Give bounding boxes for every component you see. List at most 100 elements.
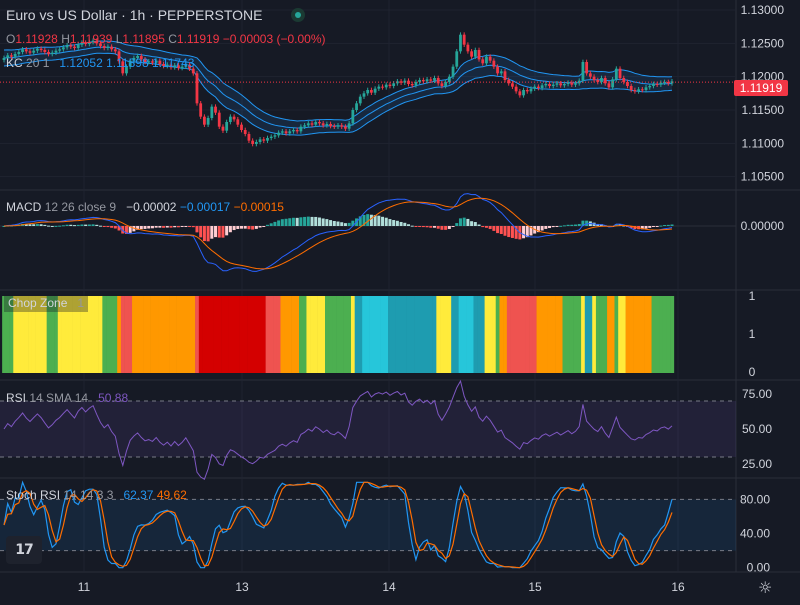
chop-zone-bar [54, 296, 59, 373]
macd-histogram-bar [343, 223, 347, 226]
candle-body [269, 136, 273, 138]
stoch-axis-label: 0.00 [747, 561, 771, 575]
macd-histogram-bar [232, 226, 236, 231]
macd-histogram-bar [347, 222, 351, 226]
candle-body [61, 47, 65, 50]
candle-body [21, 49, 24, 52]
rsi-legend[interactable]: RSI 14 SMA 14 50.88 [6, 391, 128, 405]
chop-zone-bar [451, 296, 456, 373]
candle-body [344, 126, 347, 129]
macd-histogram-bar [106, 226, 110, 228]
candle-body [39, 48, 43, 50]
macd-histogram-bar [492, 226, 496, 231]
candle-body [574, 83, 577, 85]
candle-body [570, 82, 574, 85]
candle-body [499, 71, 503, 74]
chop-zone-bar [503, 296, 508, 373]
chop-zone-bar [373, 296, 378, 373]
candle-body [614, 68, 618, 80]
chop-zone-bar [391, 296, 396, 373]
chop-zone-bar [610, 296, 615, 373]
chop-zone-bar [172, 296, 177, 373]
macd-histogram-bar [488, 226, 492, 230]
macd-histogram-bar [551, 226, 555, 228]
chop-zone-legend[interactable]: Chop Zone 1 [4, 294, 89, 312]
kc-middle-value: 1.11898 [106, 56, 149, 70]
chop-zone-bar [588, 296, 593, 373]
candle-body [151, 61, 154, 63]
macd-histogram-bar [165, 226, 169, 228]
macd-histogram-bar [73, 225, 77, 227]
chop-zone-bar [380, 296, 385, 373]
candle-body [102, 46, 106, 48]
macd-histogram-bar [466, 218, 470, 226]
symbol-title[interactable]: Euro vs US Dollar · 1h · PEPPERSTONE [6, 7, 263, 23]
macd-histogram-bar [102, 226, 106, 227]
macd-histogram-bar [139, 226, 143, 230]
candle-body [366, 90, 370, 94]
candle-body [421, 80, 425, 82]
macd-histogram-bar [273, 221, 277, 226]
candle-body [236, 119, 240, 125]
candle-body [336, 125, 340, 127]
candle-body [585, 62, 589, 74]
tradingview-logo[interactable]: 17 [6, 536, 42, 564]
macd-histogram-bar [35, 224, 39, 226]
chop-zone-bar [98, 296, 103, 373]
chop-zone-bar [417, 296, 422, 373]
chop-zone-bar [20, 296, 25, 373]
kc-legend[interactable]: KC 20 1 1.12052 1.11898 1.11743 [6, 56, 194, 70]
chop-zone-bar [581, 296, 586, 373]
chop-zone-bar [295, 296, 300, 373]
macd-histogram-bar [477, 224, 481, 226]
macd-histogram-bar [455, 223, 459, 226]
macd-signal-value: −0.00015 [233, 200, 284, 214]
chop-zone-bar [514, 296, 519, 373]
chop-zone-bar [473, 296, 478, 373]
macd-histogram-bar [176, 226, 180, 228]
macd-histogram-bar [666, 224, 670, 226]
chop-zone-bar [458, 296, 463, 373]
chop-zone-bar [529, 296, 534, 373]
candle-body [247, 134, 251, 141]
macd-histogram-bar [499, 226, 503, 234]
chop-zone-bar [120, 296, 125, 373]
macd-histogram-bar [395, 220, 399, 226]
candle-body [370, 90, 373, 93]
chop-axis-label: 1 [749, 289, 756, 303]
macd-histogram-bar [599, 224, 603, 226]
settings-gear-icon[interactable]: ☼ [758, 578, 773, 597]
macd-histogram-bar [243, 226, 247, 229]
macd-histogram-bar [277, 220, 281, 226]
chop-zone-bar [13, 296, 18, 373]
chop-zone-bar [5, 296, 10, 373]
candle-body [447, 76, 451, 82]
chop-zone-bar [595, 296, 600, 373]
candle-body [321, 123, 325, 126]
candle-body [518, 91, 522, 96]
macd-histogram-bar [581, 220, 585, 226]
candle-body [199, 103, 203, 117]
macd-legend[interactable]: MACD 12 26 close 9 −0.00002 −0.00017 −0.… [6, 200, 284, 214]
chop-zone-bar [247, 296, 252, 373]
macd-histogram-bar [562, 225, 566, 227]
chop-zone-bar [536, 296, 541, 373]
macd-histogram-bar [525, 226, 529, 238]
chop-zone-bar [440, 296, 445, 373]
macd-histogram-bar [206, 226, 210, 242]
chop-zone-bar [614, 296, 619, 373]
macd-histogram-bar [644, 226, 648, 229]
candle-body [329, 124, 332, 126]
macd-histogram-bar [47, 225, 51, 227]
candle-body [533, 86, 537, 89]
candle-body [603, 78, 607, 84]
candle-body [232, 116, 236, 120]
chop-zone-bar [198, 296, 203, 373]
chop-zone-bar [447, 296, 452, 373]
macd-histogram-bar [432, 226, 436, 228]
stoch-rsi-legend[interactable]: Stoch RSI 14 14 3 3 62.37 49.62 [6, 488, 187, 502]
high-value: 1.11939 [69, 32, 113, 46]
candle-body [87, 42, 91, 44]
